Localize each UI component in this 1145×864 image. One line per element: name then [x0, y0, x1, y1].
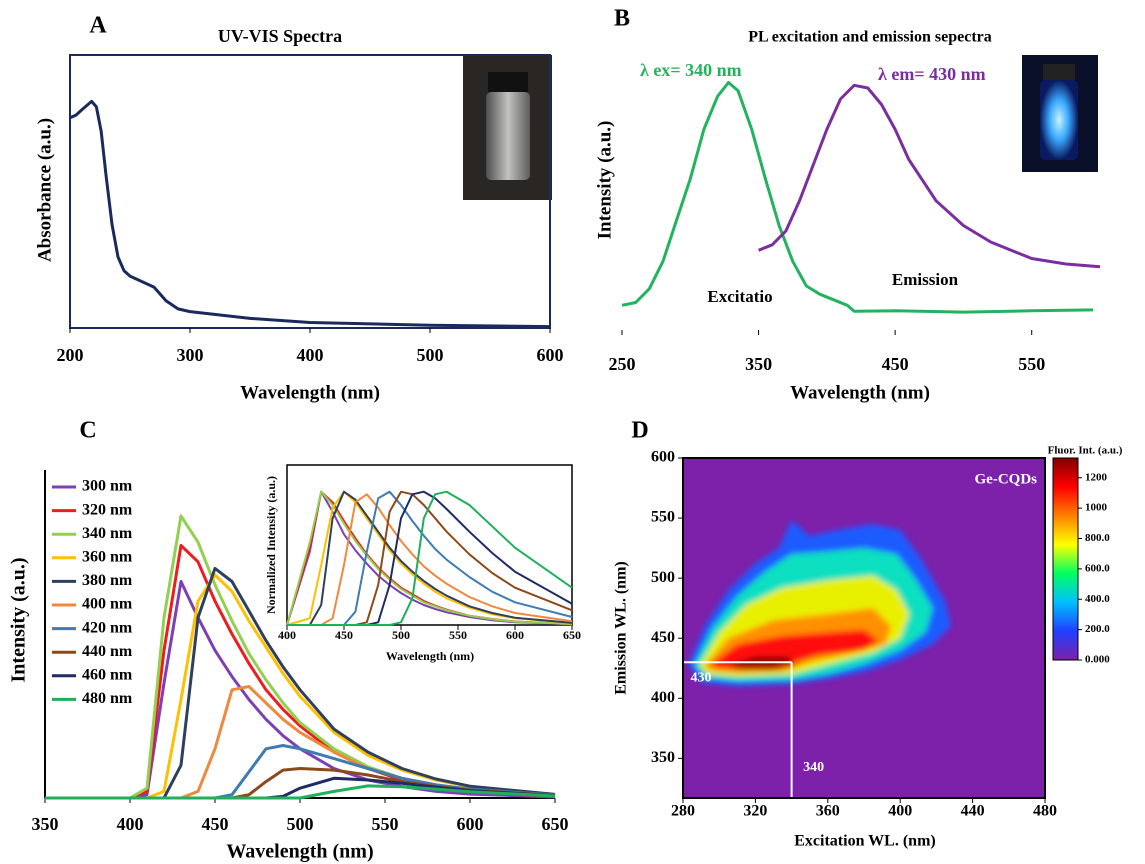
- photo-inset: [1022, 55, 1098, 172]
- x-tick-label: 450: [882, 354, 909, 374]
- legend-label: 480 nm: [82, 690, 133, 707]
- x-tick-label: 500: [417, 345, 444, 365]
- x-tick-label: 600: [457, 814, 484, 834]
- spectrum-line: [621, 81, 1094, 314]
- x-tick-label: 600: [506, 628, 524, 642]
- panel-letter: A: [89, 13, 107, 39]
- y-axis-label: Absorbance (a.u.): [34, 118, 55, 262]
- y-axis-label: Intensity (a.u.): [8, 557, 30, 682]
- x-axis-label: Wavelength (nm): [386, 649, 474, 663]
- legend-label: 440 nm: [82, 643, 133, 660]
- spectrum-line: [69, 99, 551, 329]
- y-tick-label: 400: [651, 689, 675, 706]
- spectrum-line: [286, 490, 573, 626]
- chart-title: PL excitation and emission sepectra: [748, 29, 992, 46]
- x-tick-label: 350: [32, 814, 59, 834]
- y-tick-label: 600: [651, 449, 675, 466]
- contour-plot: [683, 458, 1045, 798]
- x-tick-label: 550: [372, 814, 399, 834]
- legend-label: 400 nm: [82, 596, 133, 613]
- colorbar-tick-label: 1200: [1085, 471, 1108, 483]
- x-axis-label: Wavelength (nm): [226, 841, 373, 863]
- legend-label: 360 nm: [82, 548, 133, 565]
- plot-frame: [682, 457, 1046, 799]
- colorbar-tick-label: 600.0: [1085, 562, 1110, 574]
- colorbar-tick-label: 200.0: [1085, 623, 1110, 635]
- annotation: Emission: [892, 270, 959, 289]
- x-tick-label: 450: [202, 814, 229, 834]
- spectrum-line: [287, 493, 573, 626]
- crosshair-label: 430: [691, 670, 712, 685]
- y-axis-label: Normalized Intensity (a.u.): [264, 476, 278, 614]
- spectrum-line: [758, 83, 1101, 269]
- colorbar-tick-label: 1000: [1085, 502, 1108, 514]
- x-tick-label: 500: [392, 628, 410, 642]
- x-tick-label: 250: [609, 354, 636, 374]
- colorbar-tick-label: 800.0: [1085, 532, 1110, 544]
- x-tick-label: 450: [335, 628, 353, 642]
- legend-label: 300 nm: [82, 478, 133, 495]
- legend-label: 420 nm: [82, 619, 133, 636]
- panel-letter: C: [79, 418, 96, 444]
- x-tick-label: 320: [743, 803, 767, 820]
- y-tick-label: 550: [651, 509, 675, 526]
- x-tick-label: 650: [563, 628, 581, 642]
- x-axis-label: Wavelength (nm): [240, 382, 380, 403]
- x-tick-label: 200: [57, 345, 84, 365]
- legend-label: 320 nm: [82, 501, 133, 518]
- y-axis-label: Intensity (a.u.): [594, 121, 615, 240]
- x-tick-label: 350: [745, 354, 772, 374]
- contour-levels: [688, 520, 951, 687]
- annotation: λ ex= 340 nm: [640, 60, 742, 80]
- legend-label: 380 nm: [82, 572, 133, 589]
- spectrum-line: [287, 490, 573, 626]
- y-tick-label: 500: [651, 569, 675, 586]
- legend-label: 460 nm: [82, 666, 133, 683]
- x-axis-label: Wavelength (nm): [790, 382, 930, 403]
- x-tick-label: 300: [177, 345, 204, 365]
- plot-frame: [286, 464, 573, 626]
- plot-label: Ge-CQDs: [975, 471, 1038, 487]
- legend-label: 340 nm: [82, 525, 133, 542]
- x-axis-label: Excitation WL. (nm): [794, 833, 935, 850]
- x-tick-label: 360: [816, 803, 840, 820]
- panel-letter: B: [614, 6, 630, 32]
- x-tick-label: 400: [117, 814, 144, 834]
- crosshair-label: 340: [803, 760, 824, 775]
- annotation: Excitatio: [707, 287, 772, 306]
- colorbar-tick-label: 0.000: [1085, 654, 1110, 666]
- annotation: λ em= 430 nm: [878, 64, 986, 84]
- chart-title: UV-VIS Spectra: [218, 26, 342, 46]
- x-tick-label: 550: [449, 628, 467, 642]
- x-tick-label: 400: [297, 345, 324, 365]
- x-tick-label: 650: [542, 814, 569, 834]
- spectrum-line: [286, 490, 573, 626]
- y-axis-label: Emission WL. (nm): [613, 561, 630, 695]
- x-tick-label: 400: [278, 628, 296, 642]
- y-tick-label: 350: [651, 749, 675, 766]
- x-tick-label: 550: [1018, 354, 1045, 374]
- x-tick-label: 600: [537, 345, 564, 365]
- y-tick-label: 450: [651, 629, 675, 646]
- x-tick-label: 500: [287, 814, 314, 834]
- panel-letter: D: [631, 418, 648, 444]
- x-tick-label: 280: [671, 803, 695, 820]
- photo-inset: [463, 55, 552, 200]
- x-tick-label: 400: [888, 803, 912, 820]
- x-tick-label: 480: [1033, 803, 1057, 820]
- colorbar: [1052, 457, 1079, 661]
- colorbar-tick-label: 400.0: [1085, 593, 1110, 605]
- colorbar-title: Fluor. Int. (a.u.): [1048, 445, 1123, 457]
- x-tick-label: 440: [961, 803, 985, 820]
- spectrum-line: [45, 784, 556, 800]
